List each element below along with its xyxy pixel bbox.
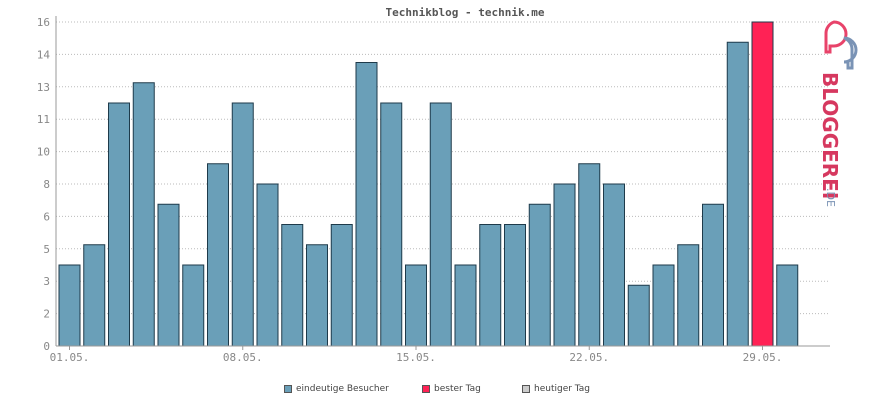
bar — [776, 264, 799, 347]
bar — [454, 264, 477, 347]
y-tick-label: 8 — [43, 178, 50, 191]
y-tick-label: 2 — [43, 308, 50, 321]
bar — [330, 224, 353, 347]
legend-label-visitors: eindeutige Besucher — [296, 384, 389, 394]
y-tick-label: 11 — [37, 113, 50, 126]
bloggerei-logo — [824, 20, 858, 70]
bar — [256, 183, 279, 347]
legend-item-visitors: eindeutige Besucher — [284, 384, 389, 394]
logo-suffix: .DE — [824, 188, 837, 207]
bar — [677, 244, 700, 347]
x-tick-label: 08.05. — [223, 351, 263, 364]
bar — [726, 41, 749, 347]
bar — [281, 224, 304, 347]
x-tick-label: 15.05. — [396, 351, 436, 364]
y-tick-label: 6 — [43, 210, 50, 223]
y-tick-label: 16 — [37, 16, 50, 29]
bar — [380, 102, 403, 347]
bar — [306, 244, 328, 347]
bars — [58, 21, 799, 347]
bar — [132, 82, 155, 347]
legend-item-today: heutiger Tag — [522, 384, 590, 394]
y-tick-label: 14 — [37, 48, 51, 61]
legend-swatch-visitors — [284, 385, 292, 393]
x-tick-label: 01.05. — [50, 351, 90, 364]
x-tick-labels: 01.05. 08.05. 15.05. 22.05. 29.05. — [50, 351, 783, 364]
legend-item-best-day: bester Tag — [422, 384, 481, 394]
bar — [702, 203, 724, 347]
logo-emblem-icon — [824, 20, 858, 70]
bar — [504, 224, 526, 347]
bar — [83, 244, 106, 347]
chart-title: Technikblog - technik.me — [386, 6, 545, 19]
bar — [627, 284, 650, 347]
legend-swatch-best-day — [422, 385, 430, 393]
bar — [479, 224, 502, 347]
legend-label-best-day: bester Tag — [434, 384, 481, 394]
bar — [58, 264, 81, 347]
bar — [652, 264, 675, 347]
bar — [157, 203, 180, 347]
bar — [751, 21, 774, 347]
bar — [207, 163, 229, 347]
y-tick-label: 5 — [43, 243, 50, 256]
bar — [528, 203, 551, 347]
bar — [578, 163, 601, 347]
y-tick-label: 13 — [37, 81, 50, 94]
axes — [55, 16, 830, 350]
y-tick-labels: 0 2 3 5 6 8 10 11 13 14 16 — [37, 16, 51, 353]
y-tick-label: 10 — [37, 146, 50, 159]
x-tick-label: 22.05. — [569, 351, 609, 364]
legend-label-today: heutiger Tag — [534, 384, 591, 394]
bloggerei-wordmark: BLOGGEREI .DE — [818, 72, 842, 207]
bar — [182, 264, 205, 347]
y-tick-label: 0 — [43, 340, 50, 353]
legend: eindeutige Besucher bester Tag heutiger … — [0, 384, 870, 398]
bar — [553, 183, 576, 347]
logo-wordmark: BLOGGEREI — [818, 72, 842, 199]
legend-swatch-today — [522, 385, 530, 393]
x-tick-label: 29.05. — [743, 351, 783, 364]
bar — [429, 102, 452, 347]
bar — [405, 264, 427, 347]
y-tick-label: 3 — [43, 275, 50, 288]
bar — [355, 62, 378, 347]
bar — [231, 102, 254, 347]
bar — [603, 183, 625, 347]
bar — [108, 102, 130, 347]
